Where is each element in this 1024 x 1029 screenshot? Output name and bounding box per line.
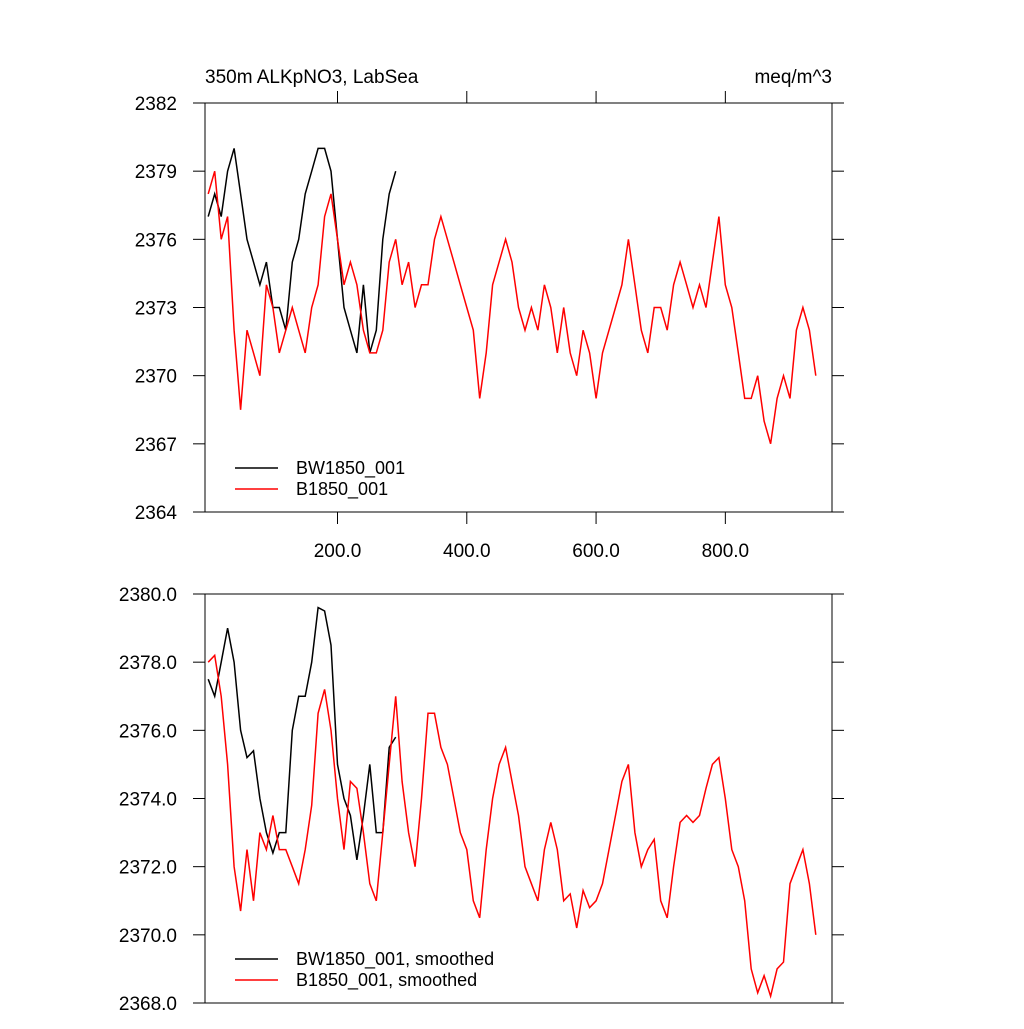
legend-label: B1850_001 [296,479,388,500]
data-line [207,147,397,354]
y-tick-label: 2382 [135,94,177,115]
data-line [207,653,817,1000]
data-line [207,606,397,861]
y-tick-label: 2370.0 [119,926,177,947]
y-tick-label: 2380.0 [119,585,177,606]
y-tick-label: 2376 [135,230,177,251]
y-tick-label: 2368.0 [119,994,177,1015]
y-tick-label: 2373 [135,299,177,320]
legend-label: BW1850_001 [296,458,405,479]
data-line [207,170,817,445]
x-tick-label: 200.0 [314,541,362,562]
y-tick-label: 2372.0 [119,858,177,879]
y-tick-label: 2379 [135,162,177,183]
y-tick-label: 2374.0 [119,790,177,811]
x-tick-label: 400.0 [443,541,491,562]
plot-frame [204,593,833,1004]
legend-label: B1850_001, smoothed [296,970,477,991]
legend-label: BW1850_001, smoothed [296,949,494,970]
y-tick-label: 2364 [135,503,178,524]
y-tick-label: 2376.0 [119,721,177,742]
chart-title: 350m ALKpNO3, LabSea [205,67,419,88]
x-tick-label: 800.0 [702,541,750,562]
x-tick-label: 600.0 [572,541,620,562]
units-label: meq/m^3 [754,67,832,88]
y-tick-label: 2378.0 [119,653,177,674]
y-tick-label: 2370 [135,367,177,388]
y-tick-label: 2367 [135,435,177,456]
